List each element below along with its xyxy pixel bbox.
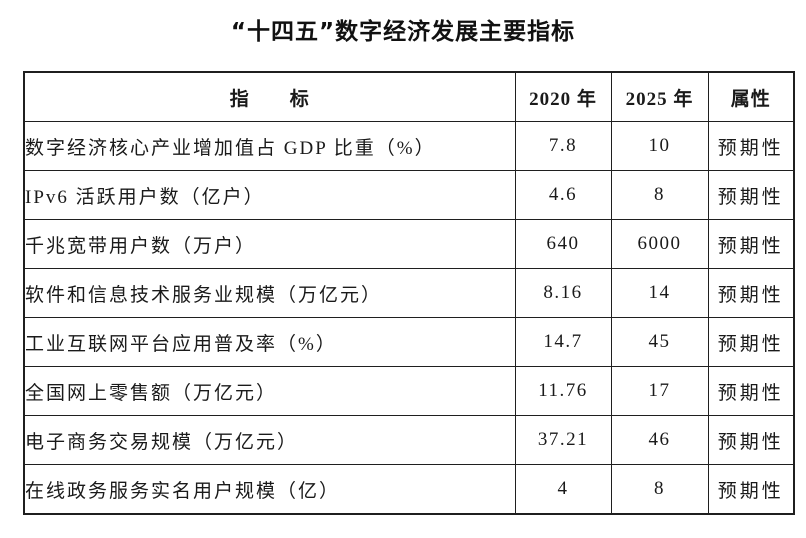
value-2025-cell: 8 [610, 170, 709, 220]
value-2020-cell: 37.21 [514, 415, 612, 465]
header-2020: 2020 年 [514, 71, 612, 122]
value-2025-cell: 17 [610, 366, 709, 416]
attribute-cell: 预期性 [707, 170, 795, 220]
indicator-cell: 在线政务服务实名用户规模（亿） [23, 464, 516, 515]
value-2025-cell: 14 [610, 268, 709, 318]
table-row: 电子商务交易规模（万亿元） 37.21 46 预期性 [23, 415, 795, 465]
value-2020-cell: 14.7 [514, 317, 612, 367]
attribute-cell: 预期性 [707, 415, 795, 465]
table-row: 数字经济核心产业增加值占 GDP 比重（%） 7.8 10 预期性 [23, 121, 795, 171]
value-2020-cell: 4.6 [514, 170, 612, 220]
indicator-cell: 软件和信息技术服务业规模（万亿元） [23, 268, 516, 318]
attribute-cell: 预期性 [707, 121, 795, 171]
attribute-cell: 预期性 [707, 268, 795, 318]
indicator-cell: 工业互联网平台应用普及率（%） [23, 317, 516, 367]
attribute-cell: 预期性 [707, 317, 795, 367]
page-title: “十四五”数字经济发展主要指标 [230, 19, 576, 45]
indicator-cell: 电子商务交易规模（万亿元） [23, 415, 516, 465]
value-2025-cell: 10 [610, 121, 709, 171]
value-2020-cell: 8.16 [514, 268, 612, 318]
attribute-cell: 预期性 [707, 219, 795, 269]
value-2020-cell: 4 [514, 464, 612, 515]
indicator-cell: 数字经济核心产业增加值占 GDP 比重（%） [23, 121, 516, 171]
value-2020-cell: 640 [514, 219, 612, 269]
table-row: IPv6 活跃用户数（亿户） 4.6 8 预期性 [23, 170, 795, 220]
table-row: 工业互联网平台应用普及率（%） 14.7 45 预期性 [23, 317, 795, 367]
table-row: 在线政务服务实名用户规模（亿） 4 8 预期性 [23, 464, 795, 515]
header-indicator: 指 标 [23, 71, 516, 122]
header-2025: 2025 年 [610, 71, 709, 122]
value-2020-cell: 11.76 [514, 366, 612, 416]
indicator-cell: 千兆宽带用户数（万户） [23, 219, 516, 269]
attribute-cell: 预期性 [707, 464, 795, 515]
attribute-cell: 预期性 [707, 366, 795, 416]
value-2025-cell: 6000 [610, 219, 709, 269]
table-row: 软件和信息技术服务业规模（万亿元） 8.16 14 预期性 [23, 268, 795, 318]
indicators-table: 指 标 2020 年 2025 年 属性 数字经济核心产业增加值占 GDP 比重… [23, 71, 795, 515]
value-2025-cell: 45 [610, 317, 709, 367]
table-row: 全国网上零售额（万亿元） 11.76 17 预期性 [23, 366, 795, 416]
indicator-cell: 全国网上零售额（万亿元） [23, 366, 516, 416]
table-row: 千兆宽带用户数（万户） 640 6000 预期性 [23, 219, 795, 269]
header-attribute: 属性 [707, 71, 795, 122]
value-2025-cell: 46 [610, 415, 709, 465]
indicator-cell: IPv6 活跃用户数（亿户） [23, 170, 516, 220]
value-2020-cell: 7.8 [514, 121, 612, 171]
value-2025-cell: 8 [610, 464, 709, 515]
header-row: 指 标 2020 年 2025 年 属性 [23, 71, 795, 122]
